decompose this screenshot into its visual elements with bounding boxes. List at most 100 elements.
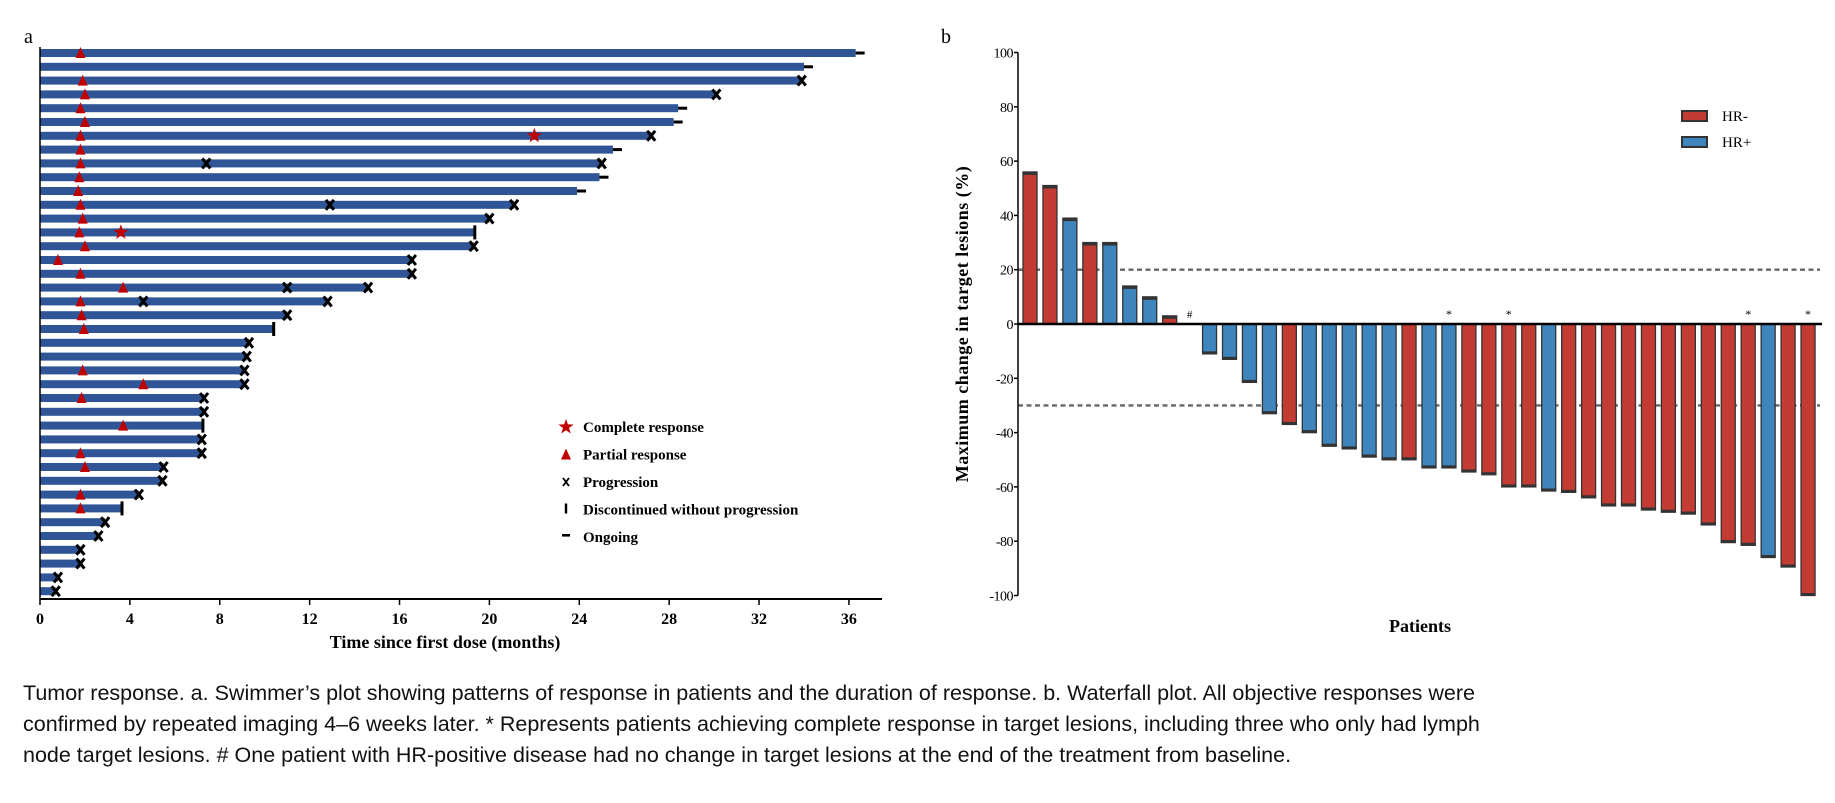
bar-cap bbox=[1780, 564, 1796, 568]
legend-swatch bbox=[1681, 136, 1708, 148]
patient-row bbox=[40, 295, 333, 308]
patient-bar bbox=[1221, 323, 1238, 360]
partial-response-marker bbox=[75, 102, 86, 114]
patient-row bbox=[40, 267, 418, 280]
bar-cap bbox=[1142, 296, 1158, 300]
caption-line: confirmed by repeated imaging 4–6 weeks … bbox=[23, 712, 1480, 736]
partial-response-marker bbox=[75, 502, 86, 514]
patient-row bbox=[40, 530, 104, 542]
duration-bar bbox=[40, 394, 205, 402]
waterfall-bar bbox=[1561, 323, 1577, 493]
bar-cap bbox=[1521, 484, 1537, 488]
patient-row bbox=[40, 127, 657, 143]
discontinued-marker bbox=[120, 501, 124, 516]
patient-bar bbox=[1600, 323, 1617, 507]
duration-bar bbox=[40, 214, 490, 223]
progression-marker bbox=[324, 198, 336, 211]
bar-cap bbox=[1222, 356, 1237, 360]
patient-bar bbox=[1241, 323, 1258, 384]
partial-response-marker bbox=[78, 323, 89, 334]
patient-bar bbox=[1660, 323, 1677, 513]
progression-marker bbox=[75, 543, 86, 556]
bar-cap bbox=[1601, 503, 1617, 507]
waterfall-bar bbox=[1221, 323, 1238, 360]
horizontal-bar-icon bbox=[562, 534, 570, 537]
partial-response-marker bbox=[75, 198, 86, 210]
legend-item: HR+ bbox=[1681, 135, 1751, 151]
duration-bar bbox=[40, 256, 412, 264]
x-tick-label: 36 bbox=[841, 611, 857, 628]
progression-marker bbox=[243, 336, 255, 349]
progression-marker bbox=[239, 364, 250, 377]
progression-marker bbox=[133, 488, 145, 501]
patient-row bbox=[40, 143, 622, 155]
waterfall-bar bbox=[1241, 323, 1258, 384]
waterfall-bar bbox=[1700, 323, 1716, 526]
progression-marker bbox=[138, 295, 149, 308]
partial-response-marker bbox=[75, 157, 86, 169]
patient-bar bbox=[1401, 323, 1417, 461]
bar-cap bbox=[1541, 488, 1557, 492]
progression-marker bbox=[406, 254, 418, 266]
duration-bar bbox=[40, 173, 600, 182]
patient-row bbox=[40, 171, 609, 183]
bar-cap bbox=[1680, 511, 1696, 515]
bar-cap bbox=[1660, 509, 1676, 513]
patient-row bbox=[40, 405, 210, 418]
x-tick-label: 0 bbox=[36, 611, 44, 628]
patient-bar: * bbox=[1800, 307, 1816, 597]
bar-cap bbox=[1621, 503, 1636, 507]
waterfall-bar bbox=[1541, 323, 1557, 492]
legend-item: Complete response bbox=[558, 419, 704, 436]
complete-response-marker bbox=[526, 127, 542, 143]
partial-response-marker bbox=[75, 447, 86, 459]
patient-row bbox=[40, 378, 250, 391]
patient-row bbox=[40, 571, 64, 584]
duration-bar bbox=[40, 297, 328, 306]
patient-bar bbox=[1521, 323, 1537, 488]
duration-bar bbox=[40, 532, 99, 540]
patient-row bbox=[40, 157, 607, 170]
duration-bar bbox=[40, 559, 81, 568]
x-tick-label: 24 bbox=[571, 611, 587, 628]
y-tick-label: -20 bbox=[996, 372, 1014, 387]
progression-marker bbox=[484, 212, 495, 225]
duration-bar bbox=[40, 118, 674, 126]
legend-label: Discontinued without progression bbox=[583, 503, 799, 519]
patient-row bbox=[40, 461, 169, 473]
patient-bar: * bbox=[1740, 307, 1756, 546]
waterfall-bar bbox=[1720, 323, 1736, 544]
patient-bar bbox=[1361, 323, 1377, 458]
patient-bar bbox=[1062, 217, 1078, 325]
swimmer-legend: Complete response Partial response Progres… bbox=[558, 419, 799, 546]
legend-swatch bbox=[1681, 110, 1708, 122]
progression-marker bbox=[198, 392, 210, 404]
partial-response-marker bbox=[138, 378, 149, 390]
partial-response-marker bbox=[79, 88, 90, 100]
waterfall-bar bbox=[1580, 323, 1597, 499]
partial-response-marker bbox=[77, 74, 88, 86]
x-tick-label: 4 bbox=[126, 611, 134, 628]
waterfall-bar bbox=[1401, 323, 1417, 461]
patient-bar: * bbox=[1441, 307, 1457, 469]
legend-label: HR- bbox=[1722, 109, 1748, 125]
duration-bar bbox=[40, 228, 475, 237]
patient-row bbox=[40, 254, 418, 266]
duration-bar bbox=[40, 338, 249, 347]
duration-bar bbox=[40, 104, 679, 113]
ongoing-marker bbox=[673, 120, 683, 124]
partial-response-marker bbox=[76, 392, 87, 403]
duration-bar bbox=[40, 200, 515, 209]
partial-response-marker bbox=[75, 143, 86, 155]
bar-cap bbox=[1241, 379, 1257, 383]
ongoing-marker bbox=[678, 106, 688, 110]
progression-marker bbox=[406, 267, 418, 280]
star-icon bbox=[558, 419, 574, 434]
bar-cap bbox=[1760, 554, 1776, 558]
bar-cap bbox=[1381, 457, 1397, 461]
waterfall-plot: b # * * * * 100 80 60 40 20 0 -20 -40 -60 -80 -100 Max… bbox=[941, 26, 1822, 636]
duration-bar bbox=[40, 587, 56, 596]
patient-bar bbox=[1301, 323, 1317, 434]
x-tick-label: 20 bbox=[481, 611, 497, 628]
bar-cap bbox=[1062, 218, 1078, 222]
